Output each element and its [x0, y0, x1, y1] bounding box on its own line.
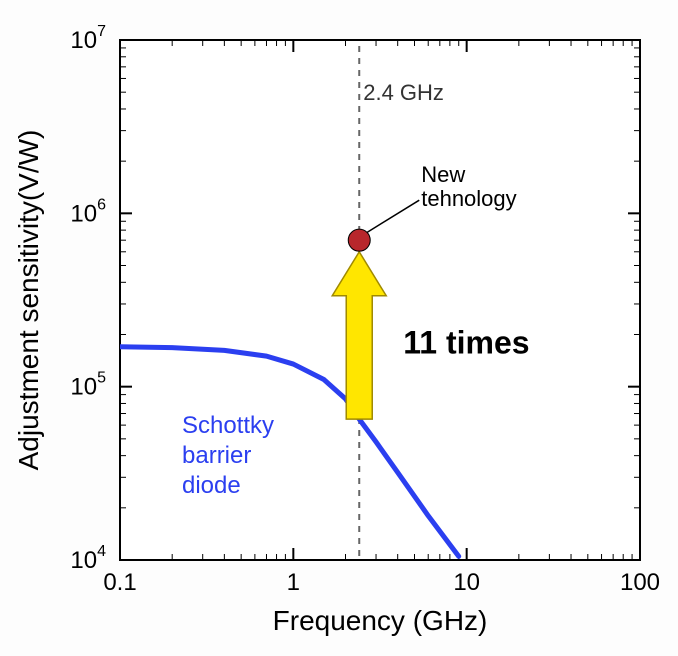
- sensitivity-chart: 0.1110100104105106107Frequency (GHz)Adju…: [0, 0, 678, 656]
- improvement-label: 11 times: [403, 324, 529, 360]
- x-tick-label: 1: [287, 569, 300, 596]
- x-axis-label: Frequency (GHz): [273, 605, 488, 636]
- chart-container: 0.1110100104105106107Frequency (GHz)Adju…: [0, 0, 678, 656]
- freq-marker-label: 2.4 GHz: [363, 80, 444, 105]
- schottky-label: Schottky: [182, 412, 274, 439]
- x-tick-label: 10: [453, 569, 480, 596]
- new-tech-label: tehnology: [421, 186, 516, 211]
- new-tech-label: New: [421, 162, 465, 187]
- new-tech-point: [348, 229, 370, 251]
- x-tick-label: 100: [620, 569, 660, 596]
- x-tick-label: 0.1: [103, 569, 136, 596]
- schottky-label: barrier: [182, 442, 251, 469]
- schottky-label: diode: [182, 472, 241, 499]
- y-axis-label: Adjustment sensitivity(V/W): [13, 130, 44, 471]
